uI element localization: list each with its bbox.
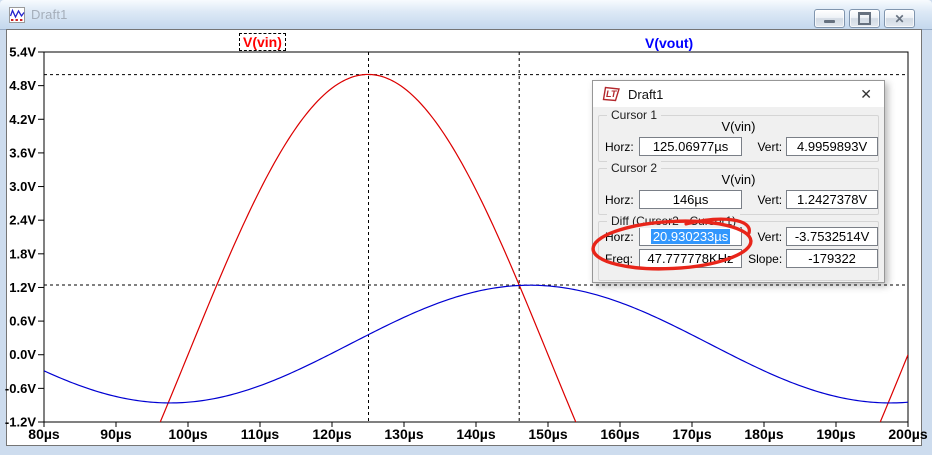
minimize-icon xyxy=(824,19,835,23)
x-tick-label: 200µs xyxy=(888,426,927,442)
diff-group: Diff (Cursor2 - Cursor1) Horz: 20.930233… xyxy=(598,214,879,281)
x-tick-label: 80µs xyxy=(28,426,60,442)
y-tick-label: 4.8V xyxy=(9,78,36,93)
diff-vert-value: -3.7532514V xyxy=(794,229,870,244)
x-tick-label: 120µs xyxy=(312,426,351,442)
cursor2-vert-label: Vert: xyxy=(757,192,783,207)
x-tick-label: 180µs xyxy=(744,426,783,442)
diff-freq-value: 47.777778KHz xyxy=(647,251,734,266)
x-tick-label: 130µs xyxy=(384,426,423,442)
cursor2-horz-label: Horz: xyxy=(605,192,634,207)
trace-V(vin)[interactable] xyxy=(44,73,908,455)
diff-vert-label: Vert: xyxy=(757,229,783,244)
y-tick-label: 1.2V xyxy=(9,280,36,295)
cursor2-horz-value: 146µs xyxy=(672,192,709,207)
diff-horz-label: Horz: xyxy=(605,229,634,244)
x-tick-label: 140µs xyxy=(456,426,495,442)
y-tick-label: 5.4V xyxy=(9,45,36,60)
diff-slope-field[interactable]: -179322 xyxy=(786,249,878,268)
y-tick-label: 2.4V xyxy=(9,213,36,228)
diff-freq-field[interactable]: 47.777778KHz xyxy=(639,249,743,268)
cursor-dialog-titlebar[interactable]: LT Draft1 ✕ xyxy=(593,81,884,107)
cursor1-horz-field[interactable]: 125.06977µs xyxy=(639,137,743,156)
cursor2-trace-name: V(vin) xyxy=(721,172,756,187)
restore-button[interactable] xyxy=(849,9,880,28)
dialog-close-button[interactable]: ✕ xyxy=(860,86,872,102)
diff-horz-value-selected: 20.930233µs xyxy=(650,229,731,244)
cursor2-group-label: Cursor 2 xyxy=(607,161,662,175)
y-tick-label: 4.2V xyxy=(9,112,36,127)
cursor1-vert-value: 4.9959893V xyxy=(797,139,868,154)
trace-V(vout)[interactable] xyxy=(44,284,908,404)
cursor1-group: Cursor 1 V(vin) Horz: 125.06977µs Vert: … xyxy=(598,108,879,162)
x-tick-label: 160µs xyxy=(600,426,639,442)
y-tick-label: -0.6V xyxy=(5,381,36,396)
diff-group-label: Diff (Cursor2 - Cursor1) xyxy=(607,214,741,228)
close-button[interactable]: ✕ xyxy=(884,9,915,28)
cursor1-group-label: Cursor 1 xyxy=(607,108,662,122)
diff-slope-label: Slope: xyxy=(748,251,783,266)
y-tick-label: 3.6V xyxy=(9,145,36,160)
window-title: Draft1 xyxy=(31,7,68,22)
x-tick-label: 150µs xyxy=(528,426,567,442)
app-waveform-icon xyxy=(9,6,25,23)
cursor2-horz-field[interactable]: 146µs xyxy=(639,190,743,209)
y-tick-label: 0.6V xyxy=(9,314,36,329)
minimize-button[interactable] xyxy=(814,9,845,28)
x-tick-label: 170µs xyxy=(672,426,711,442)
close-icon: ✕ xyxy=(894,11,905,26)
diff-vert-field[interactable]: -3.7532514V xyxy=(786,227,878,246)
ltspice-logo-icon: LT xyxy=(602,86,620,102)
diff-horz-field[interactable]: 20.930233µs xyxy=(639,227,743,246)
cursor1-trace-name: V(vin) xyxy=(721,119,756,134)
cursor2-group: Cursor 2 V(vin) Horz: 146µs Vert: 1.2427… xyxy=(598,161,879,215)
cursor1-horz-label: Horz: xyxy=(605,139,634,154)
trace-label-vout[interactable]: V(vout) xyxy=(645,35,694,51)
trace-label-vin[interactable]: V(vin) xyxy=(239,33,286,51)
cursor1-vert-label: Vert: xyxy=(757,139,783,154)
cursor2-vert-field[interactable]: 1.2427378V xyxy=(786,190,878,209)
cursor-dialog-title: Draft1 xyxy=(628,86,664,102)
window-titlebar[interactable]: Draft1 ✕ xyxy=(0,0,932,30)
restore-icon xyxy=(858,12,871,25)
x-tick-label: 110µs xyxy=(241,426,280,442)
x-tick-label: 100µs xyxy=(168,426,207,442)
cursor-dialog[interactable]: LT Draft1 ✕ Cursor 1 V(vin) Horz: 125.06… xyxy=(592,80,885,283)
cursor1-horz-value: 125.06977µs xyxy=(652,139,729,154)
y-tick-label: 0.0V xyxy=(9,347,36,362)
y-tick-label: 1.8V xyxy=(9,246,36,261)
diff-freq-label: Freq: xyxy=(605,251,634,266)
y-tick-label: 3.0V xyxy=(9,179,36,194)
svg-text:LT: LT xyxy=(606,89,618,99)
cursor2-vert-value: 1.2427378V xyxy=(797,192,868,207)
cursor1-vert-field[interactable]: 4.9959893V xyxy=(786,137,878,156)
y-tick-label: -1.2V xyxy=(5,415,36,430)
diff-slope-value: -179322 xyxy=(808,251,856,266)
x-tick-label: 190µs xyxy=(816,426,855,442)
x-tick-label: 90µs xyxy=(100,426,132,442)
